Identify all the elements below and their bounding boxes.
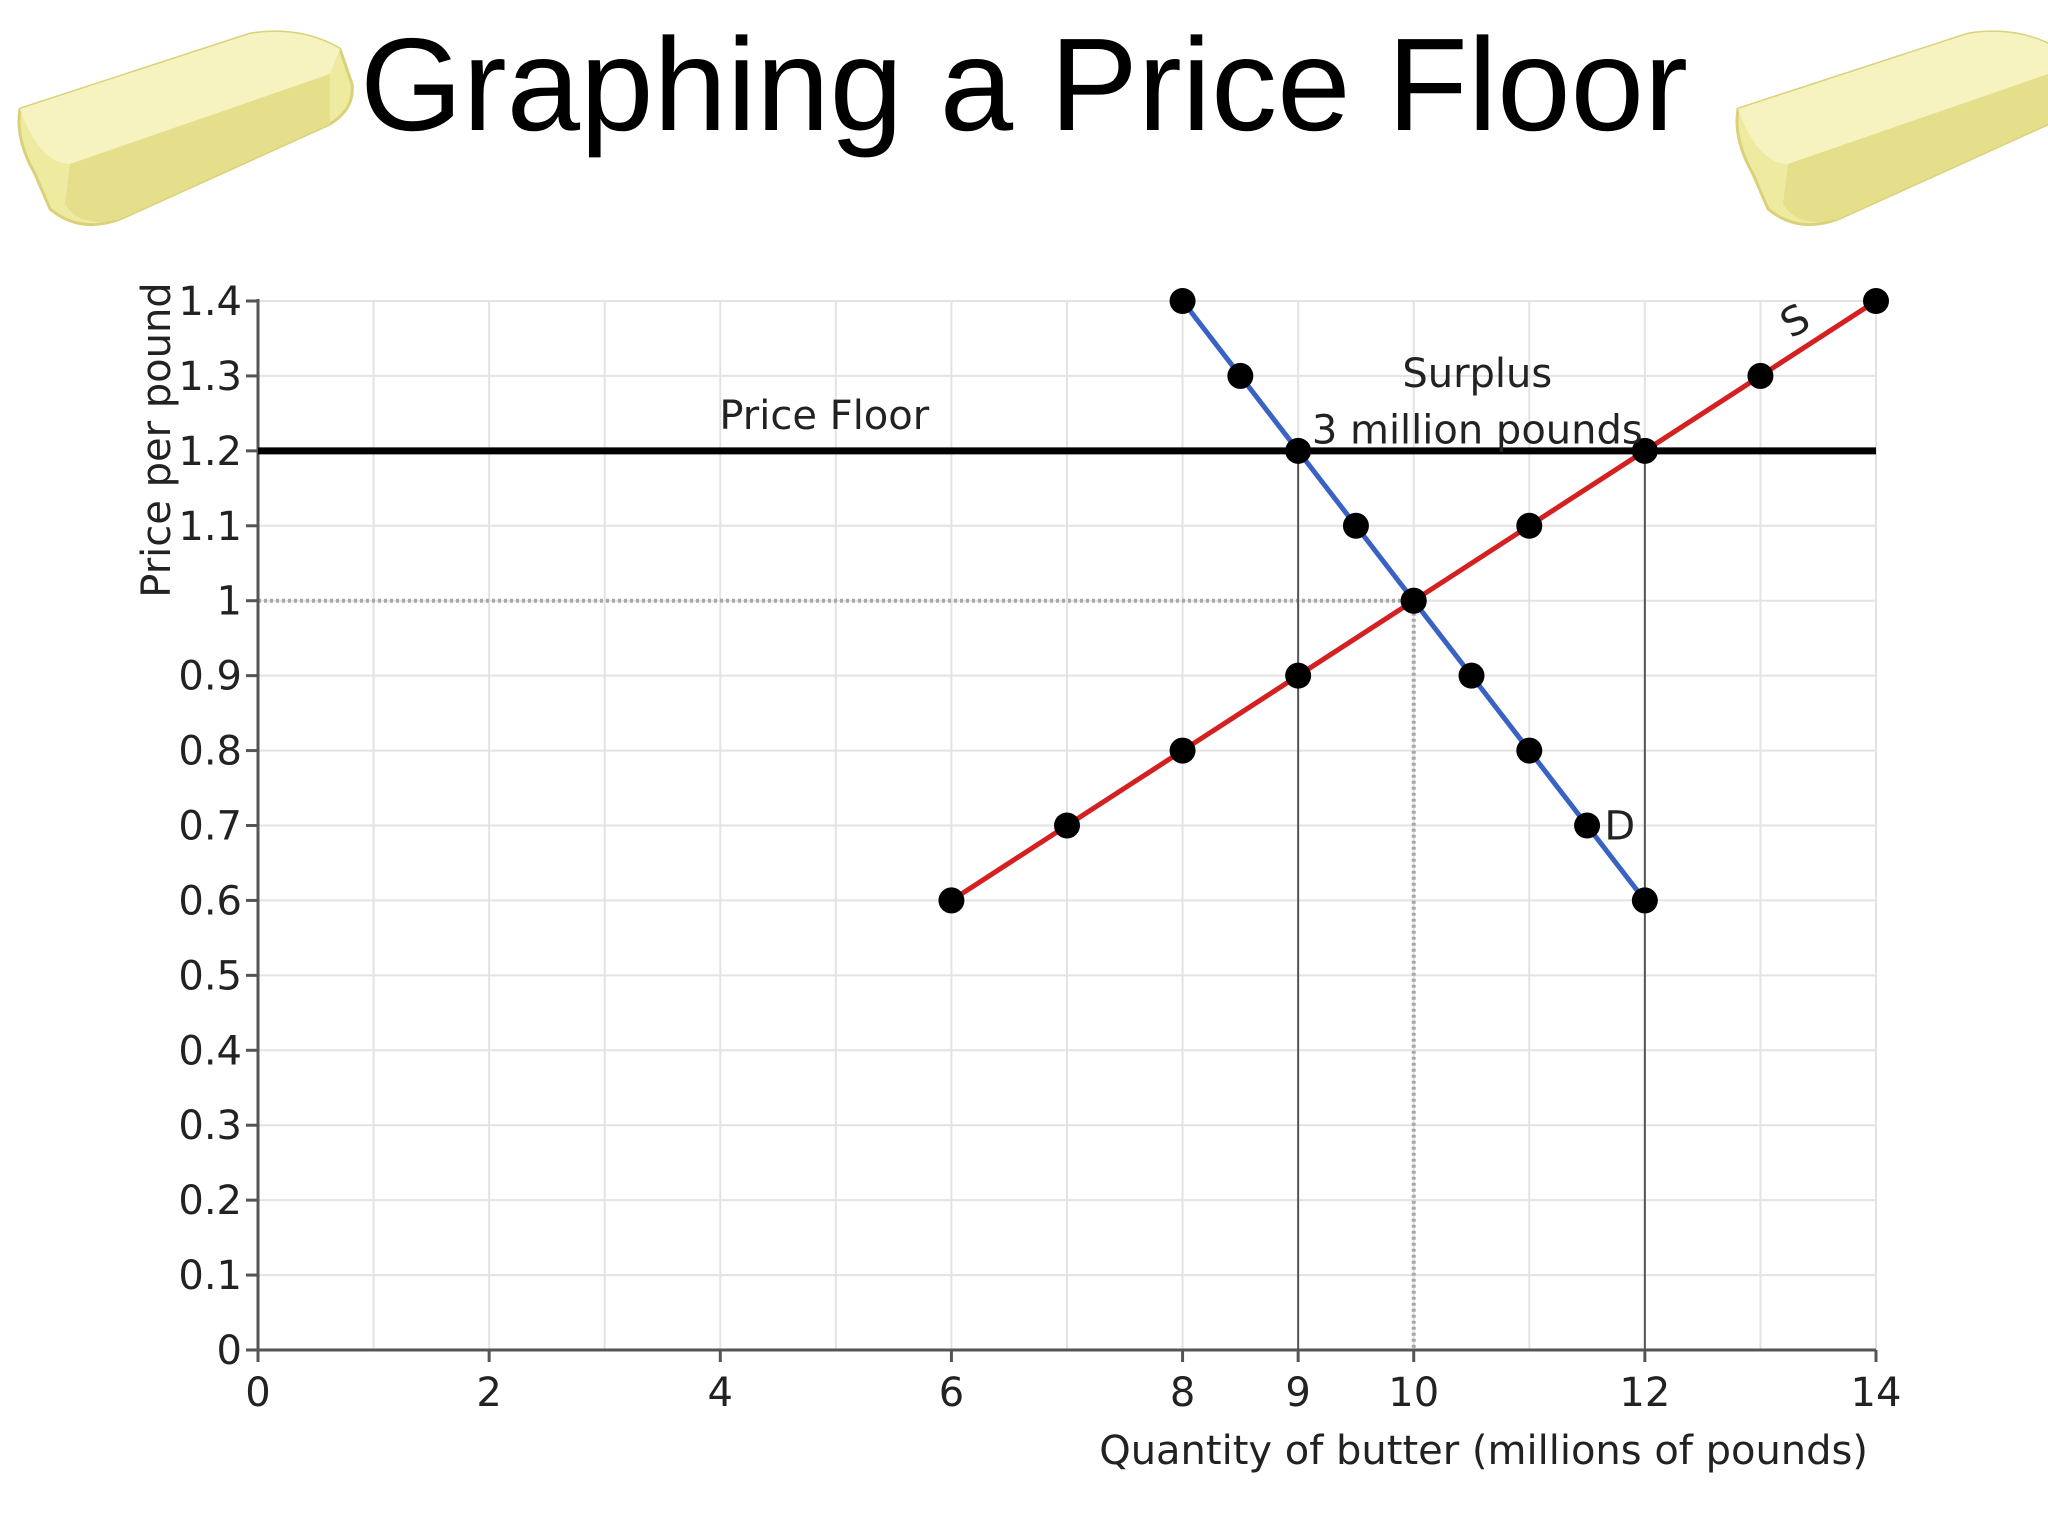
demand-point — [1227, 362, 1254, 389]
x-tick-label: 9 — [1285, 1370, 1310, 1416]
supply-point — [1631, 437, 1658, 464]
surplus-label: Surplus — [1402, 351, 1552, 397]
demand-point — [1516, 737, 1543, 764]
y-tick-label: 1 — [217, 579, 242, 625]
x-tick-label: 8 — [1170, 1370, 1195, 1416]
x-tick-label: 2 — [476, 1370, 501, 1416]
y-tick-label: 1.3 — [178, 354, 242, 400]
demand-curve-label: D — [1604, 804, 1635, 850]
slide-title: Graphing a Price Floor — [360, 11, 1688, 158]
chart-grid — [258, 300, 1877, 1350]
x-axis-label: Quantity of butter (millions of pounds) — [1099, 1428, 1868, 1474]
demand-point — [1400, 587, 1427, 614]
supply-curve-label: S — [1773, 295, 1818, 348]
demand-point — [1574, 812, 1601, 839]
x-tick-label: 6 — [939, 1370, 964, 1416]
y-tick-label: 1.2 — [178, 429, 242, 475]
demand-point — [1169, 288, 1196, 314]
y-tick-label: 0.3 — [178, 1103, 242, 1149]
y-tick-label: 0.6 — [178, 878, 242, 924]
y-tick-label: 0.8 — [178, 729, 242, 775]
y-tick-label: 0.4 — [178, 1028, 242, 1074]
x-tick-label: 12 — [1619, 1370, 1670, 1416]
y-tick-label: 1.4 — [178, 279, 242, 325]
price-floor-label: Price Floor — [719, 393, 929, 439]
butter-image-right — [1735, 30, 2048, 227]
y-tick-label: 0.7 — [178, 804, 242, 850]
y-tick-label: 0.5 — [178, 953, 242, 999]
chart-guides — [258, 450, 1646, 1350]
y-axis-label: Price per pound — [134, 282, 180, 597]
supply-point — [1285, 662, 1312, 689]
y-tick-label: 0 — [217, 1328, 242, 1374]
demand-point — [1342, 512, 1369, 539]
supply-point — [1747, 362, 1774, 389]
butter-image-left — [17, 30, 354, 227]
y-tick-label: 1.1 — [178, 504, 242, 550]
surplus-amount-label: 3 million pounds — [1312, 407, 1643, 453]
supply-point — [1863, 288, 1889, 314]
x-tick-label: 14 — [1851, 1370, 1902, 1416]
supply-point — [938, 887, 965, 914]
y-tick-label: 0.2 — [178, 1178, 242, 1224]
chart-series — [258, 288, 1889, 914]
y-tick-label: 0.1 — [178, 1253, 242, 1299]
demand-point — [1458, 662, 1485, 689]
demand-point — [1631, 887, 1658, 914]
demand-point — [1285, 437, 1312, 464]
supply-point — [1516, 512, 1543, 539]
supply-point — [1169, 737, 1196, 764]
x-tick-label: 0 — [245, 1370, 270, 1416]
chart-labels: Quantity of butter (millions of pounds) P… — [134, 282, 1868, 1474]
chart-ticks: 0 0.1 0.2 0.3 0.4 0.5 0.6 0.7 0.8 0.9 1 1.1 1.2 1.3 1.… — [178, 279, 1901, 1416]
supply-point — [1054, 812, 1080, 839]
x-tick-label: 4 — [708, 1370, 733, 1416]
y-tick-label: 0.9 — [178, 654, 242, 700]
x-tick-label: 10 — [1388, 1370, 1439, 1416]
